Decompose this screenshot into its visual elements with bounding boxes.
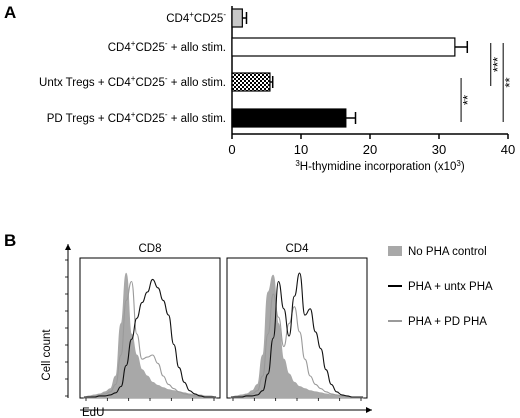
bar — [231, 72, 271, 92]
untx-pha-line — [84, 278, 216, 398]
y-axis-label: Cell count — [41, 329, 53, 381]
x-tick-label: 30 — [432, 142, 446, 157]
significance-stars: ** — [502, 77, 517, 87]
pd-pha-line — [231, 293, 363, 398]
legend-label: No PHA control — [408, 246, 487, 258]
legend-label: PHA + untx PHA — [408, 281, 493, 293]
category-label: CD4+CD25- + allo stim. — [108, 39, 226, 54]
bar — [231, 37, 456, 57]
bar — [231, 108, 347, 128]
significance-stars: *** — [490, 57, 505, 72]
category-label: Untx Tregs + CD4+CD25- + allo stim. — [39, 74, 226, 89]
legend-swatch — [388, 246, 402, 256]
bar-chart: 0 10 20 30 40 CD4+CD25- CD4+CD25- + allo stim.… — [39, 6, 517, 173]
panel-a-letter: A — [4, 3, 16, 22]
x-tick-label: 0 — [228, 142, 235, 157]
bar — [231, 8, 243, 28]
histogram-title: CD4 — [285, 243, 309, 255]
x-axis-label: EdU — [82, 407, 104, 418]
category-label: PD Tregs + CD4+CD25- + allo stim. — [47, 110, 226, 125]
category-label: CD4+CD25- — [166, 10, 226, 25]
legend-label: PHA + PD PHA — [408, 316, 487, 328]
x-tick-label: 20 — [363, 142, 377, 157]
histogram-frame — [79, 257, 221, 399]
x-tick-label: 10 — [294, 142, 308, 157]
x-tick-label: 40 — [501, 142, 515, 157]
untx-pha-line — [231, 272, 363, 398]
panel-b-letter: B — [4, 231, 16, 250]
histogram-frame — [226, 257, 368, 399]
flow-histograms: CD8 CD4 Cell count EdU No PHA control PHA + u… — [41, 243, 493, 418]
no-pha-area — [83, 272, 217, 399]
pd-pha-line — [84, 280, 216, 398]
histogram-title: CD8 — [138, 243, 161, 255]
significance-stars: ** — [460, 95, 475, 105]
x-axis-label: 3H-thymidine incorporation (x103) — [295, 159, 465, 173]
